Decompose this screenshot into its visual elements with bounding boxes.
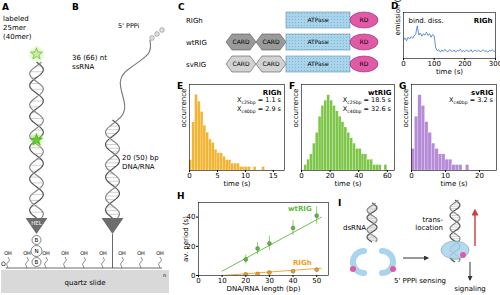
- svg-text:ATPase: ATPase: [307, 16, 328, 23]
- svg-text:OH: OH: [4, 250, 12, 256]
- svg-text:20 (50) bp: 20 (50) bp: [122, 154, 159, 162]
- svg-text:RD: RD: [360, 38, 369, 45]
- svg-text:40: 40: [354, 172, 364, 181]
- svg-text:36 (66) nt: 36 (66) nt: [72, 54, 107, 62]
- svg-text:10: 10: [218, 277, 227, 285]
- svg-text:B: B: [72, 2, 79, 12]
- svg-text:wtRIG: wtRIG: [186, 39, 207, 47]
- svg-text:0: 0: [409, 172, 413, 180]
- svg-text:svRIG: svRIG: [186, 61, 206, 69]
- svg-text:OH: OH: [137, 250, 145, 256]
- svg-text:OH: OH: [42, 250, 50, 256]
- svg-text:av. period (s): av. period (s): [182, 216, 190, 262]
- svg-text:ATPase: ATPase: [307, 60, 328, 67]
- svg-text:wtRIG: wtRIG: [288, 205, 312, 213]
- svg-text:CARD: CARD: [232, 38, 249, 45]
- svg-text:n: n: [163, 272, 166, 278]
- svg-text:10: 10: [240, 172, 250, 181]
- svg-text:occurrence: occurrence: [402, 89, 410, 128]
- svg-text:15: 15: [269, 172, 278, 180]
- svg-text:20: 20: [475, 172, 484, 180]
- svg-text:I: I: [338, 198, 341, 208]
- svg-text:5' PPPi sensing: 5' PPPi sensing: [394, 277, 446, 285]
- svg-text:DNA/RNA: DNA/RNA: [122, 163, 155, 171]
- svg-text:25mer: 25mer: [3, 24, 26, 32]
- svg-text:C: C: [178, 2, 185, 12]
- svg-text:OH: OH: [80, 250, 88, 256]
- svg-text:0: 0: [191, 272, 195, 280]
- svg-text:100: 100: [427, 60, 441, 69]
- svg-text:RIGh: RIGh: [474, 17, 493, 25]
- svg-text:RIGh: RIGh: [263, 89, 282, 97]
- svg-text:signaling: signaling: [454, 285, 486, 293]
- svg-text:N: N: [34, 248, 38, 254]
- svg-text:CARD: CARD: [262, 38, 279, 45]
- svg-text:RD: RD: [360, 60, 369, 67]
- svg-text:H: H: [177, 191, 185, 201]
- svg-text:40: 40: [288, 277, 298, 286]
- svg-text:OH: OH: [23, 250, 31, 256]
- svg-text:200: 200: [458, 60, 472, 69]
- svg-text:B: B: [35, 237, 39, 243]
- svg-text:dsRNA: dsRNA: [343, 224, 366, 232]
- svg-text:location: location: [415, 224, 443, 232]
- svg-text:5: 5: [215, 172, 219, 180]
- svg-text:occurrence: occurrence: [180, 89, 188, 128]
- svg-text:RIGh: RIGh: [186, 17, 203, 25]
- svg-text:5' PPPi: 5' PPPi: [118, 22, 140, 30]
- svg-text:300: 300: [489, 60, 500, 68]
- svg-text:CARD: CARD: [232, 60, 249, 67]
- svg-text:(40mer): (40mer): [3, 33, 32, 41]
- svg-text:40: 40: [186, 213, 196, 222]
- svg-text:0: 0: [196, 277, 200, 285]
- svg-text:D: D: [391, 1, 398, 11]
- svg-text:time (s): time (s): [334, 180, 361, 188]
- svg-text:Xc40bp = 3.2 s: Xc40bp = 3.2 s: [449, 96, 494, 105]
- svg-text:60: 60: [383, 172, 392, 180]
- svg-text:Xc40bp = 32.6 s: Xc40bp = 32.6 s: [343, 105, 392, 114]
- svg-text:20: 20: [326, 172, 335, 180]
- svg-text:10: 10: [441, 172, 450, 181]
- svg-text:HEL: HEL: [31, 220, 43, 226]
- svg-text:0: 0: [401, 60, 405, 68]
- svg-text:RD: RD: [360, 16, 369, 23]
- svg-text:OH: OH: [99, 250, 107, 256]
- svg-text:Xc25bp = 1.1 s: Xc25bp = 1.1 s: [237, 96, 282, 105]
- svg-text:occurrence: occurrence: [292, 89, 300, 128]
- svg-text:20: 20: [241, 277, 251, 286]
- svg-text:time (s): time (s): [223, 180, 250, 188]
- svg-text:20: 20: [186, 242, 196, 251]
- svg-text:Xc40bp = 2.9 s: Xc40bp = 2.9 s: [237, 105, 282, 114]
- svg-text:OH: OH: [156, 250, 164, 256]
- svg-text:CARD: CARD: [262, 60, 279, 67]
- svg-text:OH: OH: [61, 250, 69, 256]
- svg-text:50: 50: [312, 277, 321, 285]
- svg-text:DNA/RNA length (bp): DNA/RNA length (bp): [227, 285, 301, 293]
- svg-text:trans-: trans-: [422, 216, 443, 224]
- svg-text:O: O: [1, 260, 6, 267]
- svg-text:0: 0: [187, 172, 191, 180]
- svg-text:svRIG: svRIG: [471, 89, 494, 97]
- svg-text:OH: OH: [118, 250, 126, 256]
- svg-text:0: 0: [299, 172, 303, 180]
- svg-text:B: B: [35, 259, 39, 265]
- svg-text:G: G: [399, 81, 406, 91]
- svg-text:time (s): time (s): [440, 180, 467, 188]
- svg-text:ssRNA: ssRNA: [72, 63, 94, 71]
- svg-text:Xc25bp = 18.5 s: Xc25bp = 18.5 s: [343, 96, 392, 105]
- svg-text:30: 30: [264, 277, 274, 286]
- svg-text:A: A: [2, 2, 9, 12]
- svg-text:emission (a.u.): emission (a.u.): [394, 0, 402, 36]
- svg-text:labeled: labeled: [3, 15, 29, 23]
- svg-text:F: F: [289, 81, 295, 91]
- svg-text:wtRIG: wtRIG: [368, 89, 392, 97]
- svg-text:ATPase: ATPase: [307, 38, 328, 45]
- svg-text:time (s): time (s): [436, 68, 463, 76]
- svg-text:diss.: diss.: [428, 17, 444, 25]
- svg-text:E: E: [177, 81, 183, 91]
- svg-text:bind.: bind.: [409, 17, 427, 25]
- svg-text:quartz slide: quartz slide: [65, 279, 106, 287]
- svg-text:RIGh: RIGh: [293, 259, 312, 267]
